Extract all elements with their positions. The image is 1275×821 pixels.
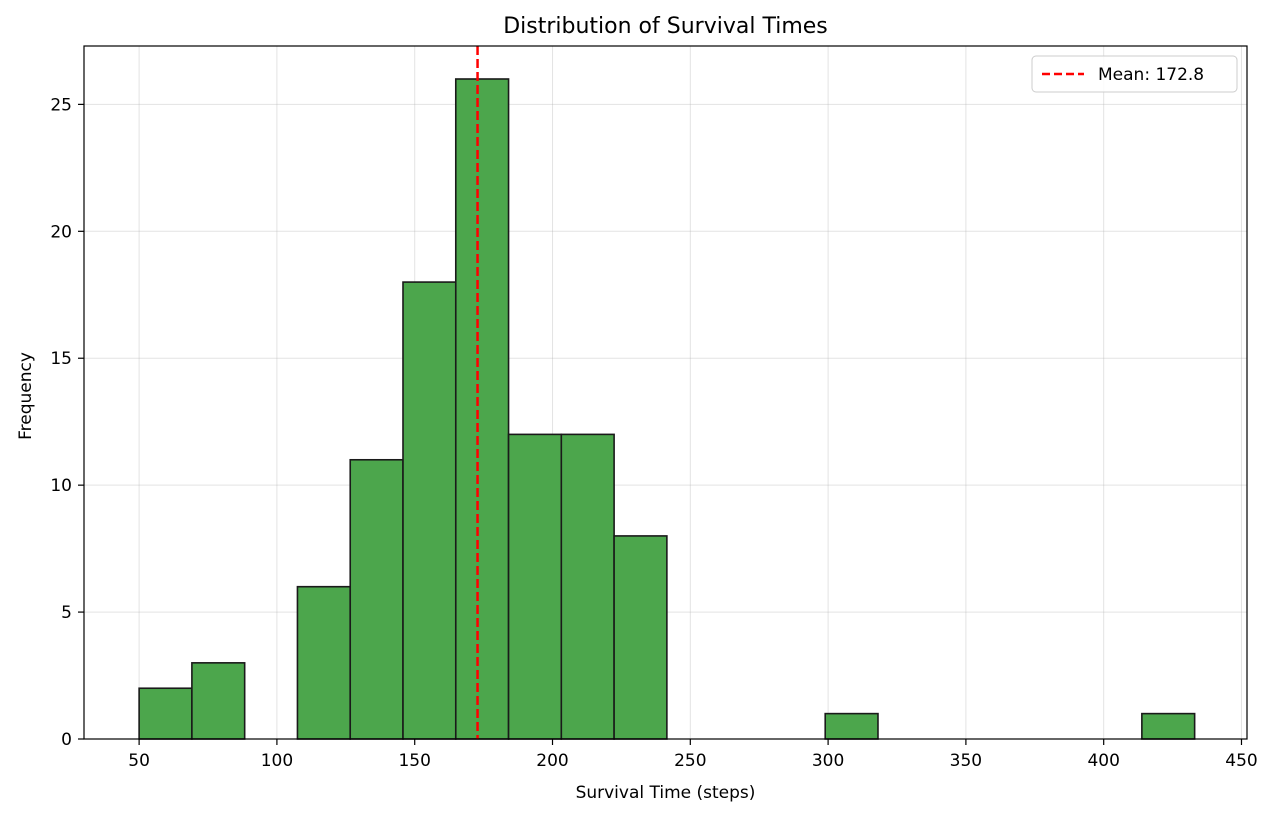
x-tick-label: 300 xyxy=(812,751,844,771)
y-tick-label: 15 xyxy=(50,349,72,369)
legend: Mean: 172.8 xyxy=(1031,55,1238,93)
histogram-bar xyxy=(138,687,193,740)
y-tick-label: 10 xyxy=(50,476,72,496)
x-tick-label: 450 xyxy=(1225,751,1257,771)
histogram-bar xyxy=(191,662,246,740)
y-tick-label: 20 xyxy=(50,222,72,242)
y-axis-ticks: 0 5 10 15 20 25 xyxy=(50,95,84,750)
y-tick-label: 5 xyxy=(61,603,72,623)
histogram-bar xyxy=(296,585,352,740)
histogram-bar xyxy=(507,433,563,740)
plot-frame xyxy=(83,45,1248,740)
histogram-bar xyxy=(824,712,879,740)
histogram-bar xyxy=(1141,712,1196,740)
y-tick-label: 0 xyxy=(61,730,72,750)
histogram-bar xyxy=(349,458,404,740)
x-tick-label: 400 xyxy=(1087,751,1119,771)
bars-layer xyxy=(138,78,1196,740)
histogram-bar xyxy=(613,535,668,740)
x-axis-ticks: 50 100 150 200 250 300 350 400 450 xyxy=(128,739,1258,771)
legend-mean-label: Mean: 172.8 xyxy=(1098,65,1204,85)
x-tick-label: 150 xyxy=(398,751,430,771)
legend-box xyxy=(1031,55,1238,93)
x-tick-label: 100 xyxy=(261,751,293,771)
x-tick-label: 200 xyxy=(536,751,568,771)
x-axis-label: Survival Time (steps) xyxy=(576,783,756,803)
y-tick-label: 25 xyxy=(50,95,72,115)
x-tick-label: 250 xyxy=(674,751,706,771)
x-tick-label: 350 xyxy=(950,751,982,771)
histogram-bar xyxy=(402,281,457,740)
histogram-bar xyxy=(454,78,510,740)
chart-title: Distribution of Survival Times xyxy=(503,14,828,39)
x-tick-label: 50 xyxy=(128,751,150,771)
y-axis-label: Frequency xyxy=(16,352,36,440)
histogram-bar xyxy=(560,433,615,740)
